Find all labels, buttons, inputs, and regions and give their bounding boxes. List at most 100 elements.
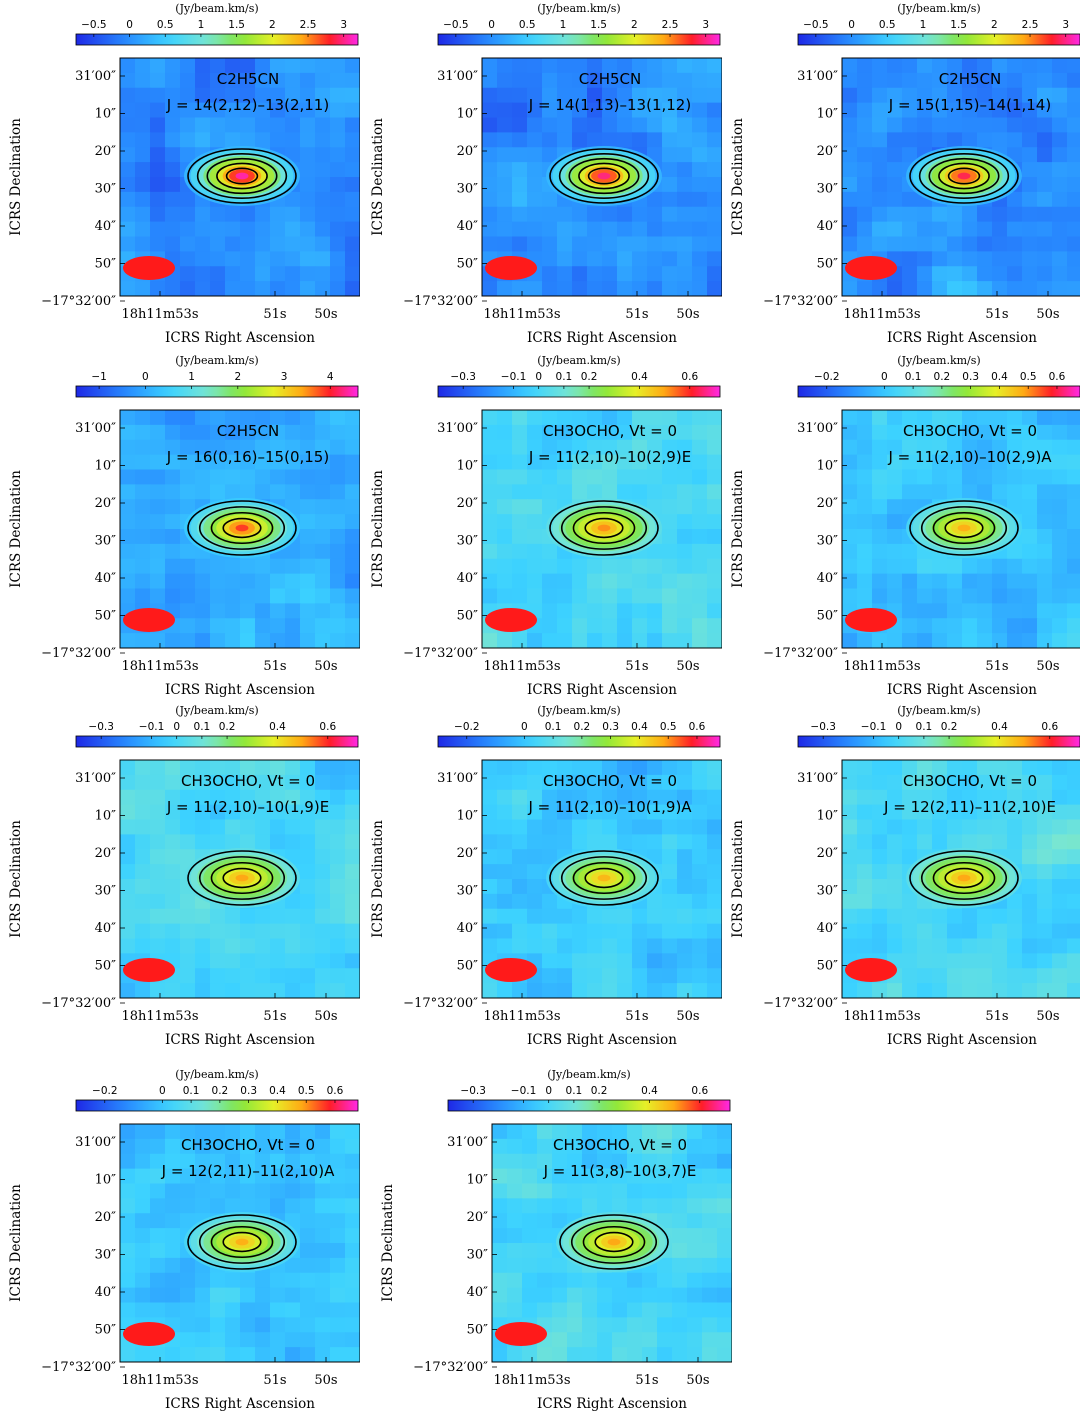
map-pixel [225,1138,241,1155]
map-pixel [255,117,271,133]
map-pixel [992,251,1008,267]
contour-line [222,1231,262,1253]
map-pixel [887,789,903,806]
map-pixel [572,953,588,969]
map-pixel [330,938,346,954]
map-pixel [642,1124,658,1140]
map-pixel [255,102,271,119]
map-pixel [662,72,678,89]
map-pixel [992,774,1008,791]
colorbar-unit: (Jy/beam.km/s) [537,354,620,367]
map-pixel [677,618,693,634]
map-pixel [1052,251,1068,267]
map-pixel [617,953,633,969]
map-pixel [512,191,528,208]
colorbar [75,1099,359,1112]
map-pixel [345,573,360,590]
map-pixel [165,454,181,471]
map-pixel [522,1243,538,1259]
map-pixel [962,281,978,296]
map-pixel [902,908,918,925]
colorbar-tick-label: −0.2 [454,721,480,733]
molecule-label: CH3OCHO, Vt = 0 [181,772,315,790]
map-pixel [672,1228,688,1244]
map-pixel [300,221,316,238]
beam-ellipse [495,1322,547,1346]
x-tick-label: 51s [625,1009,648,1024]
map-pixel [632,760,648,776]
map-pixel [612,1198,628,1214]
map-pixel [932,87,948,104]
map-pixel [482,908,498,925]
map-pixel [977,72,993,89]
map-pixel [572,804,588,821]
map-pixel [597,1168,613,1185]
map-pixel [135,1124,151,1140]
map-pixel [557,588,573,604]
map-pixel [587,266,603,282]
map-pixel [842,177,858,193]
x-tick-label: 51s [985,659,1008,674]
contour-line [909,850,1019,906]
map-pixel [225,1198,241,1214]
map-pixel [932,72,948,89]
map-pixel [270,1153,286,1170]
map-pixel [330,1168,346,1185]
map-pixel [1022,191,1038,208]
map-pixel [135,774,151,791]
map-pixel [150,1272,166,1289]
map-pixel [225,789,241,806]
map-pixel [330,102,346,119]
map-pixel [902,618,918,634]
map-pixel [647,72,663,89]
map-pixel [707,953,722,969]
y-tick-label: 50″ [817,609,839,624]
map-pixel [300,1302,316,1318]
map-pixel [632,58,648,74]
map-pixel [330,633,346,648]
map-pixel [225,558,241,575]
map-pixel [602,789,618,806]
x-tick-label: 51s [263,659,286,674]
map-pixel [135,923,151,940]
emission-level [235,1238,249,1246]
map-pixel [210,1124,226,1140]
map-pixel [285,938,301,954]
y-tick-label: 30″ [457,182,479,197]
x-tick-label: 50s [1036,659,1059,674]
map-pixel [135,162,151,178]
map-pixel [707,834,722,850]
map-pixel [315,1183,331,1199]
map-pixel [857,177,873,193]
map-pixel [330,864,346,880]
map-pixel [962,221,978,238]
map-pixel [180,938,196,954]
map-pixel [1067,573,1080,590]
map-pixel [692,908,708,925]
map-pixel [597,1198,613,1214]
map-pixel [527,87,543,104]
map-pixel [557,923,573,940]
map-pixel [692,774,708,791]
map-pixel [1022,983,1038,998]
map-pixel [662,206,678,223]
map-pixel [677,484,693,500]
map-pixel [1067,147,1080,163]
map-pixel [120,117,136,133]
map-pixel [120,789,136,806]
map-pixel [1007,893,1023,910]
x-tick-label: 18h11m53s [494,1373,571,1388]
y-tick-label: 10″ [817,809,839,824]
map-pixel [992,469,1008,485]
map-pixel [180,1257,196,1274]
map-pixel [165,573,181,590]
x-tick-label: 51s [635,1373,658,1388]
map-pixel [542,484,558,500]
map-pixel [992,281,1008,296]
y-tick-label: −17°32′00″ [763,646,838,661]
map-pixel [240,774,256,791]
map-pixel [345,454,360,471]
map-pixel [602,251,618,267]
map-pixel [180,774,196,791]
map-pixel [662,162,678,178]
